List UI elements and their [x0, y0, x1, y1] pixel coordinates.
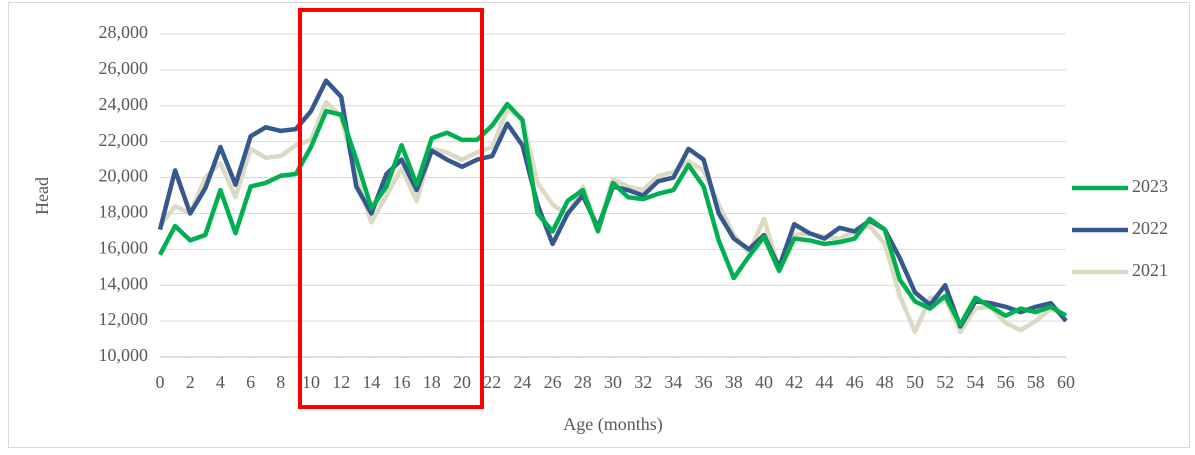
x-tick-label: 26: [544, 372, 562, 392]
x-tick-label: 2: [186, 372, 195, 392]
x-tick-label: 12: [332, 372, 350, 392]
x-tick-label: 10: [302, 372, 320, 392]
x-axis-title: Age (months): [563, 414, 662, 435]
x-tick-label: 18: [423, 372, 441, 392]
y-tick-label: 20,000: [99, 166, 149, 186]
x-tick-label: 40: [755, 372, 773, 392]
x-tick-label: 30: [604, 372, 622, 392]
x-tick-label: 60: [1057, 372, 1075, 392]
x-tick-label: 20: [453, 372, 471, 392]
x-tick-label: 22: [483, 372, 501, 392]
plot: [157, 78, 1068, 335]
legend-label: 2022: [1132, 218, 1168, 238]
y-tick-label: 18,000: [99, 202, 149, 222]
x-tick-label: 36: [695, 372, 713, 392]
x-tick-label: 0: [156, 372, 165, 392]
x-tick-label: 42: [785, 372, 803, 392]
x-tick-label: 16: [393, 372, 411, 392]
grid: [159, 33, 1067, 358]
x-tick-label: 28: [574, 372, 592, 392]
x-tick-label: 50: [906, 372, 924, 392]
x-tick-label: 38: [725, 372, 743, 392]
y-tick-label: 16,000: [99, 237, 149, 257]
y-tick-label: 28,000: [99, 22, 149, 42]
y-tick-label: 26,000: [99, 58, 149, 78]
x-tick-label: 14: [362, 372, 380, 392]
legend-label: 2021: [1132, 260, 1168, 280]
line-series: [158, 99, 1067, 335]
x-tick-label: 46: [846, 372, 864, 392]
x-tick-label: 48: [876, 372, 894, 392]
y-tick-label: 12,000: [99, 309, 149, 329]
x-tick-label: 52: [936, 372, 954, 392]
y-axis-title: Head: [32, 177, 52, 215]
x-tick-label: 34: [664, 372, 682, 392]
y-tick-label: 24,000: [99, 94, 149, 114]
x-tick-label: 56: [997, 372, 1015, 392]
x-tick-label: 58: [1027, 372, 1045, 392]
y-tick-label: 14,000: [99, 273, 149, 293]
legend-label: 2023: [1132, 176, 1168, 196]
x-tick-label: 4: [216, 372, 225, 392]
y-tick-label: 22,000: [99, 130, 149, 150]
x-tick-label: 24: [513, 372, 531, 392]
x-tick-label: 44: [815, 372, 833, 392]
y-tick-label: 10,000: [99, 345, 149, 365]
x-tick-label: 32: [634, 372, 652, 392]
highlight-box: [298, 8, 484, 409]
x-tick-label: 8: [276, 372, 285, 392]
x-tick-label: 54: [966, 372, 984, 392]
line-series: [158, 101, 1068, 327]
x-tick-label: 6: [246, 372, 255, 392]
